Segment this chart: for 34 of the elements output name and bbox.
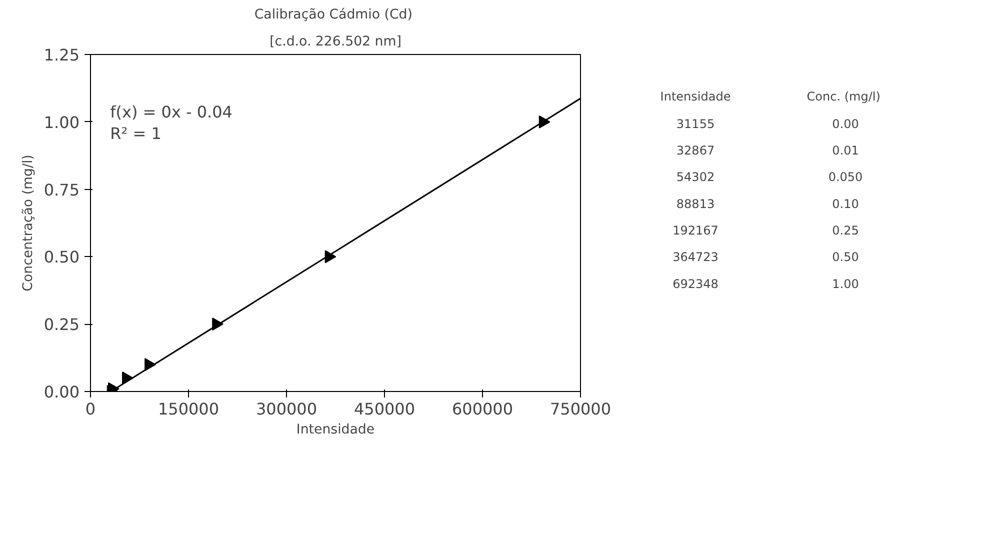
text: 0.10: [832, 196, 859, 211]
x-tick-label: 150000: [158, 400, 220, 418]
text: 192167: [672, 224, 718, 238]
chart-subtitle: [c.d.o. 226.502 nm]: [270, 34, 402, 50]
text: 88813: [676, 196, 715, 211]
y-tick-label: 1.25: [44, 46, 80, 64]
text: 0.50: [832, 250, 859, 264]
x-tick-label: 750000: [550, 400, 612, 418]
text: 0.00: [832, 116, 859, 131]
x-tick-label: 600000: [452, 400, 514, 418]
y-tick-label: 0.75: [44, 180, 80, 200]
x-tick-label: 0: [85, 400, 96, 418]
y-axis-title: Concentração (mg/l): [20, 154, 36, 292]
text: 31155: [676, 116, 715, 131]
text: 364723: [672, 250, 718, 264]
y-tick-label: 1.00: [44, 112, 80, 132]
text: Conc. (mg/l): [806, 90, 880, 104]
text: 0.01: [832, 143, 859, 158]
text: 692348: [672, 276, 718, 291]
x-tick-label: 300000: [256, 400, 318, 418]
y-tick-label: 0.50: [44, 248, 80, 267]
text: 0.25: [832, 224, 859, 238]
x-axis-title: Intensidade: [296, 422, 375, 438]
text: Intensidade: [660, 90, 731, 104]
text: 54302: [676, 170, 715, 184]
text: 0.050: [828, 170, 863, 184]
y-tick-label: 0.00: [44, 382, 80, 402]
chart-title: Calibração Cádmio (Cd): [254, 8, 412, 22]
text: 1.00: [832, 276, 859, 291]
y-tick-label: 0.25: [44, 315, 80, 334]
annotation: R² = 1: [110, 124, 162, 144]
text: 32867: [676, 143, 715, 158]
x-tick-label: 450000: [354, 400, 416, 418]
annotation: f(x) = 0x - 0.04: [110, 102, 232, 122]
